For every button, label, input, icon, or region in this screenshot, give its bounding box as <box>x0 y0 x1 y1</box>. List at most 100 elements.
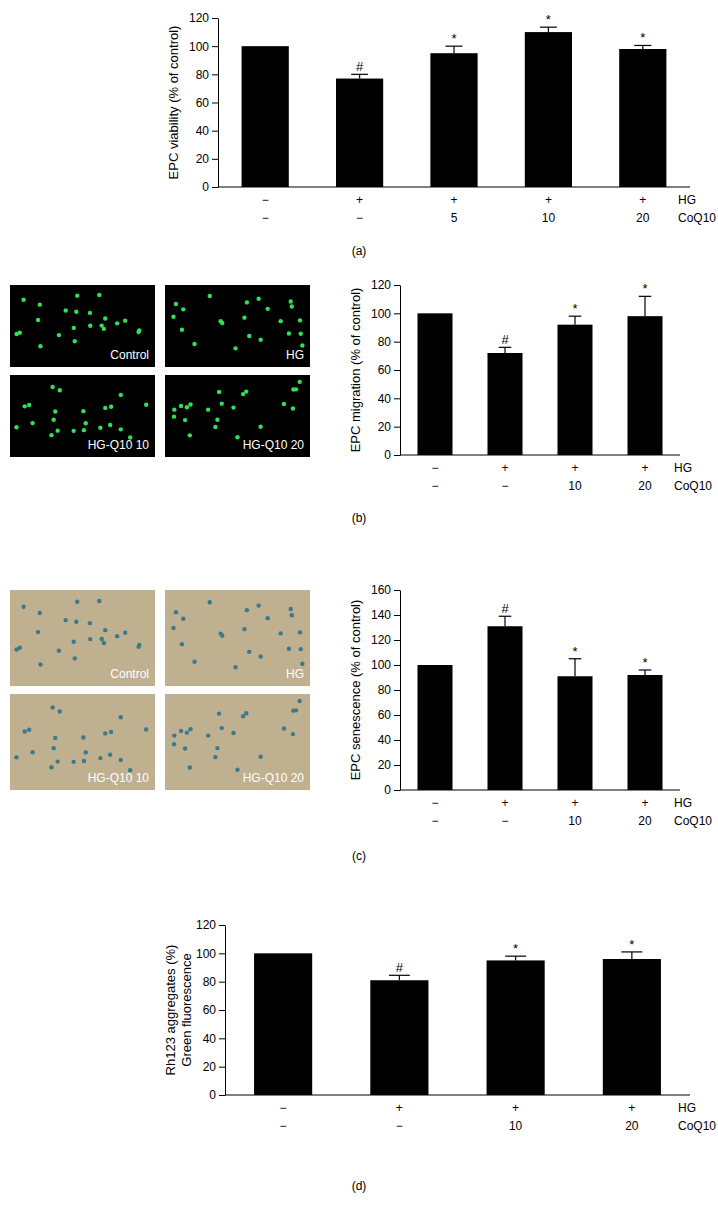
category-label: + <box>571 796 578 810</box>
cell <box>71 429 75 433</box>
cell <box>50 385 54 389</box>
error-bar <box>453 46 454 53</box>
panel-label: (a) <box>352 244 367 258</box>
cell <box>247 334 251 338</box>
image-label: Control <box>110 667 149 681</box>
bar <box>558 676 593 790</box>
tick-mark <box>394 790 400 791</box>
tick-mark <box>394 285 400 286</box>
cell <box>102 327 106 331</box>
category-label: − <box>356 211 363 225</box>
cell <box>137 643 141 647</box>
cell <box>185 730 189 734</box>
cell <box>72 326 76 330</box>
cell <box>298 318 302 322</box>
y-axis: 020406080100120 <box>189 11 219 194</box>
tick: 60 <box>196 96 218 110</box>
y-axis-title: EPC migration (% of control) <box>348 288 363 453</box>
cell <box>81 409 85 413</box>
cell <box>290 613 294 617</box>
cell <box>233 665 237 669</box>
x-axis-line <box>218 187 690 188</box>
row-name: HG <box>674 796 692 810</box>
cell <box>75 600 79 604</box>
cell <box>108 752 112 756</box>
cell <box>23 404 27 408</box>
cell <box>82 759 86 763</box>
bar <box>603 959 661 1095</box>
cell <box>278 631 282 635</box>
row-name: CoQ10 <box>674 479 712 493</box>
cell <box>298 630 302 634</box>
cell <box>88 621 92 625</box>
cell <box>242 627 246 631</box>
cell <box>183 418 187 422</box>
tick: 100 <box>196 947 225 961</box>
micrograph <box>165 285 310 367</box>
row-name: CoQ10 <box>674 814 712 828</box>
cell <box>119 758 123 762</box>
tick: 40 <box>378 392 400 406</box>
tick-mark <box>219 1067 225 1068</box>
tick: 40 <box>203 1032 225 1046</box>
cell <box>49 433 53 437</box>
cell <box>220 634 224 638</box>
cell <box>172 742 176 746</box>
category-label: + <box>571 461 578 475</box>
micrograph <box>165 694 310 790</box>
image-label: HG <box>286 667 304 681</box>
category-label: 20 <box>638 814 652 828</box>
tick: 160 <box>371 583 400 597</box>
tick-label: 120 <box>189 11 209 25</box>
tick-label: 0 <box>384 448 391 462</box>
significance-mark: # <box>356 59 364 74</box>
cell <box>82 428 86 432</box>
cell <box>88 637 92 641</box>
tick-mark <box>212 74 218 75</box>
cell <box>172 414 176 418</box>
tick: 20 <box>378 758 400 772</box>
cell <box>298 699 302 703</box>
tick-mark <box>394 640 400 641</box>
tick-mark <box>394 342 400 343</box>
cell <box>192 660 196 664</box>
significance-mark: * <box>572 301 577 316</box>
tick: 60 <box>378 363 400 377</box>
category-label: − <box>431 796 438 810</box>
bar <box>619 49 666 187</box>
cell <box>258 425 262 429</box>
image-label: HG-Q10 20 <box>243 438 305 452</box>
cell <box>64 618 68 622</box>
panel-label: (b) <box>352 511 367 525</box>
plot-area <box>418 296 663 455</box>
cell <box>97 293 101 297</box>
row-name: HG <box>678 193 696 207</box>
cell <box>51 746 55 750</box>
tick: 80 <box>378 683 400 697</box>
cell <box>298 380 302 384</box>
micrograph <box>10 375 155 457</box>
bar <box>488 353 523 455</box>
tick-mark <box>394 765 400 766</box>
category-label: + <box>450 193 457 207</box>
tick-label: 20 <box>203 1060 217 1074</box>
chart-panel: #***020406080100120EPC viability (% of c… <box>166 11 716 258</box>
cell <box>73 656 77 660</box>
category-label: + <box>639 193 646 207</box>
tick-mark <box>394 615 400 616</box>
cell <box>265 616 269 620</box>
tick-label: 120 <box>196 918 216 932</box>
cell <box>30 421 34 425</box>
tick: 40 <box>196 124 218 138</box>
tick-mark <box>394 313 400 314</box>
cell <box>258 654 262 658</box>
axis-line <box>400 286 401 456</box>
tick-label: 20 <box>378 758 392 772</box>
tick-mark <box>219 1095 225 1096</box>
cell <box>14 425 18 429</box>
y-axis: 020406080100120140160 <box>371 583 401 797</box>
cell <box>278 319 282 323</box>
tick-label: 60 <box>196 96 210 110</box>
category-label: 20 <box>638 479 652 493</box>
cell <box>256 603 260 607</box>
